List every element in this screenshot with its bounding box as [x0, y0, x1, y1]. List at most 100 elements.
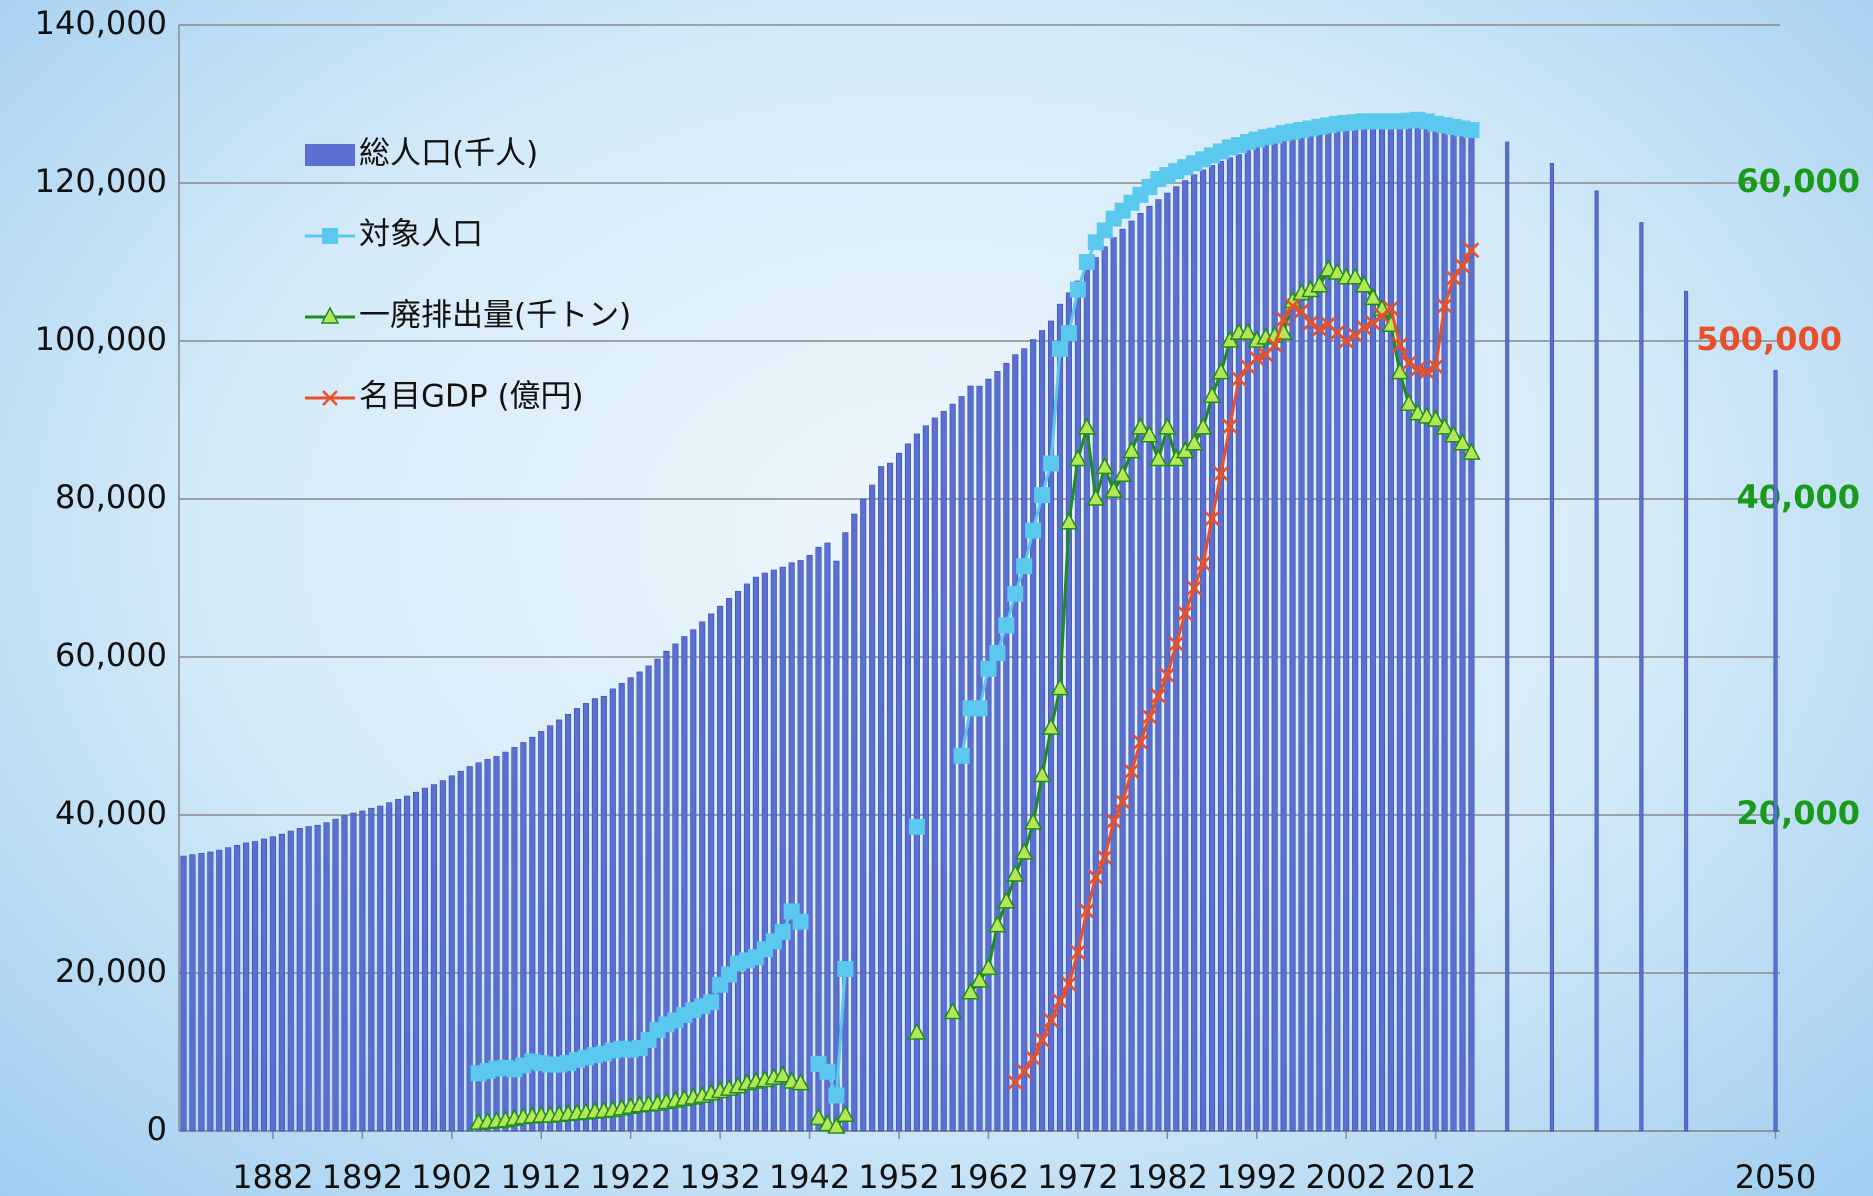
legend-marker [322, 390, 338, 406]
bar [887, 462, 894, 1132]
marker [1184, 433, 1204, 451]
marker [1399, 393, 1419, 411]
marker [809, 1107, 828, 1126]
legend-label: 総人口(千人) [359, 136, 538, 172]
marker [1095, 456, 1114, 475]
marker [1131, 417, 1150, 435]
marker [1168, 635, 1185, 652]
bar [815, 546, 822, 1132]
bar [538, 731, 545, 1132]
bar [869, 484, 876, 1132]
bar [1378, 120, 1386, 1132]
bar [1405, 119, 1412, 1132]
bar [985, 378, 992, 1132]
marker [1238, 322, 1258, 340]
marker [1132, 734, 1149, 751]
bar [377, 805, 384, 1132]
marker [1122, 441, 1141, 459]
marker [1445, 270, 1462, 286]
marker [1177, 605, 1194, 622]
marker [1069, 281, 1086, 298]
bar [770, 569, 777, 1132]
marker [1060, 325, 1077, 342]
bar [493, 756, 500, 1132]
bar [672, 643, 679, 1132]
y-tick-label: 120,000 [35, 162, 167, 200]
bar [341, 815, 348, 1132]
bar [600, 695, 607, 1132]
bar [645, 665, 652, 1132]
bar [350, 812, 357, 1132]
y-tick-label: 20,000 [55, 952, 167, 990]
bar [1505, 141, 1510, 1132]
bar [296, 828, 303, 1132]
marker [1114, 793, 1131, 810]
bar [529, 736, 536, 1132]
bar [1146, 205, 1153, 1132]
bar [234, 844, 241, 1132]
bar [824, 542, 831, 1132]
marker [1454, 258, 1471, 274]
bar [1155, 199, 1162, 1132]
legend-marker [322, 228, 338, 244]
y2-tick-label: 40,000 [1737, 478, 1860, 516]
x-tick-label: 2050 [1735, 1158, 1816, 1196]
marker [1158, 417, 1177, 435]
marker [989, 645, 1006, 662]
bar [457, 770, 464, 1132]
marker [979, 957, 998, 976]
bar [1459, 126, 1466, 1132]
marker [1418, 363, 1435, 380]
marker [1025, 522, 1042, 539]
y-tick-label: 80,000 [55, 478, 167, 516]
marker [1149, 448, 1168, 467]
x-tick-label: 1912 [501, 1158, 582, 1196]
bar [976, 385, 983, 1132]
bar [565, 713, 572, 1132]
marker [1105, 813, 1122, 830]
legend-label: 一廃排出量(千トン) [359, 298, 631, 334]
bar [1262, 143, 1269, 1132]
x-tick-label: 1932 [679, 1158, 760, 1196]
marker [1023, 812, 1043, 830]
bar [359, 810, 366, 1132]
bar [260, 838, 268, 1132]
marker [1211, 362, 1231, 380]
x-tick-label: 1882 [232, 1158, 313, 1196]
bar [860, 498, 867, 1132]
bar [681, 636, 688, 1132]
marker [1016, 558, 1033, 575]
bar [216, 849, 223, 1132]
marker [1391, 337, 1408, 353]
bar [1003, 362, 1010, 1132]
bar [1594, 190, 1599, 1132]
marker [1195, 555, 1211, 572]
marker [1356, 320, 1372, 336]
marker [1311, 321, 1328, 338]
bar [520, 742, 527, 1132]
bar [439, 780, 446, 1132]
bar [931, 417, 938, 1132]
bar [556, 719, 563, 1132]
marker [1186, 580, 1203, 596]
bar [386, 802, 393, 1132]
series-line [478, 118, 1472, 1097]
x-tick-label: 1922 [590, 1158, 671, 1196]
bar [922, 425, 929, 1132]
bar [591, 698, 598, 1132]
bar [1361, 121, 1368, 1132]
bar [189, 854, 196, 1132]
y2-tick-label: 20,000 [1737, 794, 1860, 832]
marker [1302, 315, 1319, 331]
marker [988, 915, 1007, 933]
marker [1463, 242, 1480, 259]
bar [1012, 354, 1019, 1132]
marker [1436, 298, 1453, 314]
bar [833, 560, 840, 1132]
bar [1030, 339, 1037, 1132]
x-tick-label: 1902 [411, 1158, 492, 1196]
bar [743, 583, 751, 1132]
bar [251, 841, 259, 1132]
